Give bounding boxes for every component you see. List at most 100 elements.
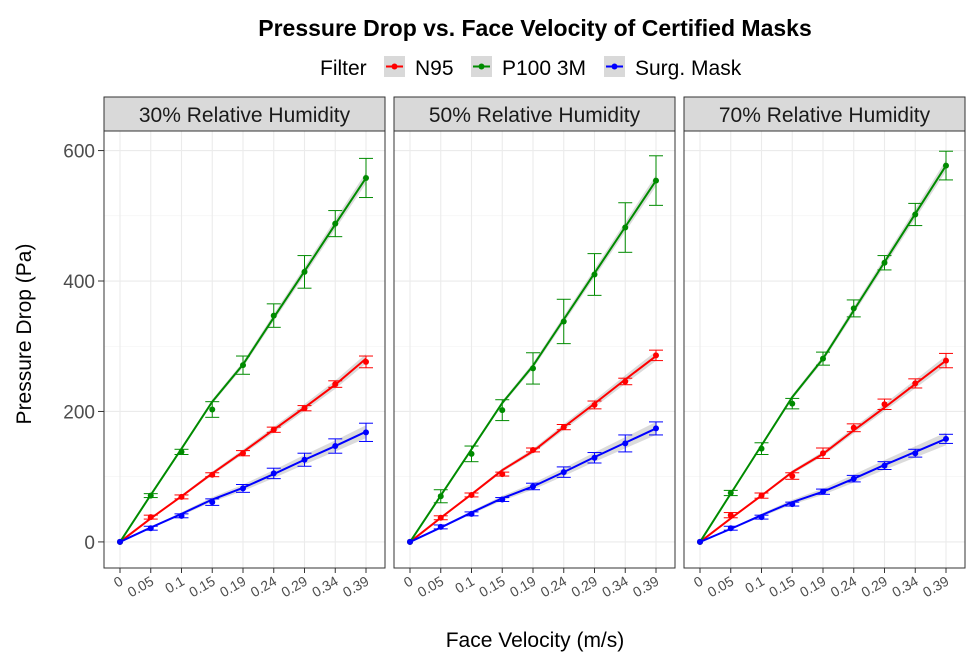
legend-key-point (391, 63, 398, 70)
data-point (622, 224, 629, 231)
data-point (850, 305, 857, 312)
data-point (209, 471, 216, 478)
legend-items: N95 P100 3M Surg. Mask (384, 56, 742, 80)
data-point (270, 312, 277, 319)
data-point (147, 514, 154, 521)
data-point (147, 492, 154, 499)
series-surg-mask (117, 422, 373, 545)
data-point (530, 446, 536, 453)
data-point (758, 445, 765, 452)
data-point (499, 496, 506, 503)
legend-label: Surg. Mask (635, 57, 742, 80)
data-point (468, 510, 475, 517)
data-point (530, 365, 536, 372)
data-point (653, 177, 659, 184)
legend-item-surg-mask: Surg. Mask (604, 56, 742, 80)
data-point (332, 381, 339, 388)
y-axis: 0 200 400 600 (63, 142, 104, 554)
data-point (820, 488, 826, 495)
data-point (437, 514, 444, 521)
series-surg-mask (407, 421, 663, 545)
y-tick-label: 200 (63, 402, 95, 423)
data-point (240, 485, 246, 492)
data-point (301, 456, 308, 463)
data-point (117, 538, 123, 545)
data-point (820, 355, 826, 362)
data-point (301, 405, 308, 412)
data-point (943, 435, 949, 442)
data-point (850, 475, 857, 482)
data-point (332, 443, 339, 450)
legend-key-point (478, 63, 485, 70)
data-point (881, 401, 888, 408)
series-p100-3m (117, 157, 373, 545)
data-point (820, 450, 826, 457)
data-point (560, 469, 567, 476)
legend-label: P100 3M (502, 57, 586, 80)
data-point (789, 400, 796, 407)
data-point (727, 489, 734, 496)
data-point (178, 493, 185, 500)
data-point (943, 357, 949, 364)
data-point (697, 538, 703, 545)
legend-key-point (611, 63, 618, 70)
data-point (468, 450, 475, 457)
data-point (622, 440, 629, 447)
y-axis-title: Pressure Drop (Pa) (13, 244, 36, 425)
data-point (147, 525, 154, 532)
series-surg-mask (697, 432, 953, 545)
legend-item-n95: N95 (384, 56, 454, 80)
data-point (727, 512, 734, 519)
legend-title: Filter (320, 57, 367, 80)
strip-label: 70% Relative Humidity (719, 104, 931, 127)
series-p100-3m (697, 150, 953, 545)
data-point (727, 525, 734, 532)
legend-item-p100-3m: P100 3M (471, 56, 586, 80)
data-point (789, 501, 796, 508)
strip-background (683, 96, 966, 132)
data-point (363, 429, 369, 436)
strip-label: 30% Relative Humidity (139, 104, 351, 127)
data-point (240, 362, 246, 369)
data-point (363, 358, 369, 365)
data-point (789, 473, 796, 480)
chart-title: Pressure Drop vs. Face Velocity of Certi… (258, 15, 812, 41)
data-point (758, 492, 765, 499)
data-point (912, 211, 919, 218)
data-point (881, 462, 888, 469)
data-point (912, 450, 919, 457)
data-point (240, 450, 246, 457)
data-point (363, 174, 369, 181)
data-point (332, 220, 339, 227)
data-point (653, 352, 659, 359)
legend: Filter N95 P100 3M Surg. Mask (320, 56, 742, 80)
data-point (499, 471, 506, 478)
data-point (591, 401, 598, 408)
panel-border (393, 130, 676, 569)
data-point (468, 491, 475, 498)
data-point (758, 514, 765, 521)
strip-background (103, 96, 386, 132)
data-point (560, 318, 567, 325)
strip-label: 50% Relative Humidity (429, 104, 641, 127)
data-point (270, 470, 277, 477)
data-point (591, 454, 598, 461)
strip-background (393, 96, 676, 132)
series-p100-3m (407, 155, 663, 545)
data-point (407, 538, 413, 545)
y-tick-label: 400 (63, 272, 95, 293)
data-point (178, 448, 185, 455)
data-point (912, 380, 919, 387)
data-point (850, 424, 857, 431)
x-axis-title: Face Velocity (m/s) (446, 629, 625, 652)
data-point (499, 407, 506, 414)
data-point (178, 512, 185, 519)
data-point (301, 268, 308, 275)
y-tick-label: 0 (84, 533, 95, 554)
data-point (560, 424, 567, 431)
